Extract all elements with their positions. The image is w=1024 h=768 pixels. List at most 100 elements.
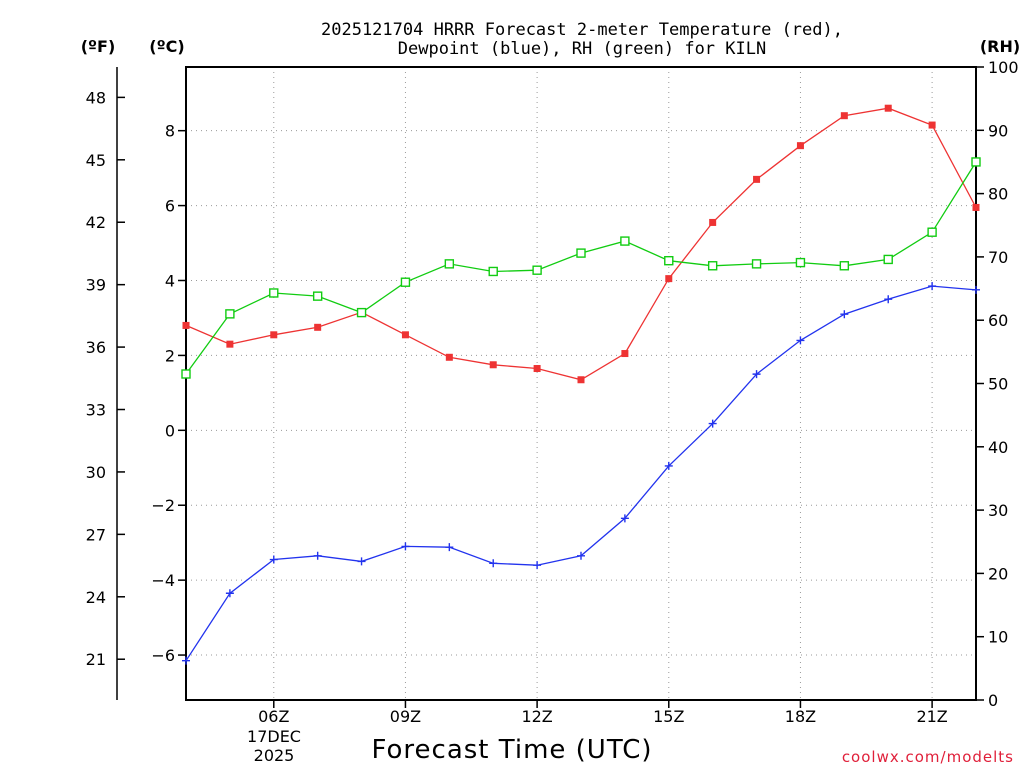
x-tick-label: 18Z — [785, 707, 816, 726]
rh-point — [532, 265, 542, 275]
rh-point — [839, 261, 850, 271]
fahrenheit-tick-label: 39 — [86, 276, 106, 295]
rh-tick-label: 20 — [988, 564, 1008, 583]
data-series — [181, 104, 981, 665]
chart-title-line-1: 2025121704 HRRR Forecast 2-meter Tempera… — [321, 20, 843, 40]
rh-point — [707, 261, 718, 271]
gridlines — [186, 67, 976, 700]
rh-tick-label: 0 — [988, 691, 998, 710]
rh-point — [225, 309, 235, 319]
chart-title-line-2: Dewpoint (blue), RH (green) for KILN — [398, 39, 766, 59]
celsius-tick-label: 2 — [165, 346, 175, 365]
temperature-point — [621, 350, 629, 358]
fahrenheit-tick-label: 33 — [86, 401, 106, 420]
rh-point — [444, 259, 455, 269]
temperature-point — [972, 203, 980, 211]
rh-tick-label: 60 — [988, 311, 1008, 330]
celsius-tick-label: −4 — [151, 571, 175, 590]
rh-point — [312, 291, 323, 301]
fahrenheit-tick-label: 45 — [86, 151, 106, 170]
dewpoint-point — [357, 557, 366, 566]
dewpoint-line — [185, 285, 977, 662]
celsius-tick-label: −2 — [151, 496, 175, 515]
dewpoint-point — [577, 551, 585, 560]
celsius-tick-label: −6 — [151, 646, 175, 665]
fahrenheit-tick-label: 36 — [86, 338, 106, 357]
celsius-tick-label: 0 — [165, 421, 175, 440]
rh-tick-label: 80 — [988, 185, 1008, 204]
temperature-point — [840, 112, 848, 120]
date-label-year: 2025 — [254, 746, 295, 765]
rh-tick-label: 50 — [988, 375, 1008, 394]
temperature-point — [270, 331, 278, 339]
rh-point — [269, 288, 279, 298]
dewpoint-point — [269, 555, 278, 564]
x-axis-label: Forecast Time (UTC) — [371, 735, 652, 765]
rh-point — [400, 277, 411, 287]
dewpoint-point — [840, 310, 849, 319]
rh-tick-label: 70 — [988, 248, 1008, 267]
rh-point — [356, 307, 367, 318]
dewpoint-point — [182, 656, 190, 665]
rh-point — [576, 248, 586, 258]
rh-tick-label: 40 — [988, 438, 1008, 457]
rh-point — [181, 369, 191, 379]
dewpoint-point — [972, 285, 980, 294]
celsius-tick-label: 8 — [165, 122, 175, 141]
dewpoint-point — [708, 419, 717, 428]
rh-tick-label: 10 — [988, 628, 1008, 647]
rh-tick-label: 100 — [988, 58, 1019, 77]
x-tick-label: 15Z — [653, 707, 684, 726]
fahrenheit-tick-label: 30 — [86, 463, 106, 482]
temperature-point — [796, 142, 804, 150]
dewpoint-point — [664, 461, 673, 470]
plot-frame — [185, 66, 977, 701]
dewpoint-point — [225, 589, 234, 598]
x-tick-label: 21Z — [916, 707, 947, 726]
date-label-day: 17DEC — [247, 727, 301, 746]
fahrenheit-tick-label: 24 — [86, 588, 106, 607]
dewpoint-point — [752, 370, 761, 379]
celsius-tick-label: 4 — [165, 271, 175, 290]
rh-tick-label: 30 — [988, 501, 1008, 520]
dewpoint-point — [620, 514, 629, 523]
temperature-point — [182, 321, 190, 329]
rh-point — [620, 236, 630, 246]
rh-point — [927, 227, 937, 237]
rh-point — [664, 255, 674, 266]
celsius-unit-label: (ºC) — [149, 37, 184, 56]
temperature-point — [533, 365, 541, 373]
rh-point — [751, 259, 762, 269]
temperature-point — [753, 175, 761, 183]
rh-line — [185, 161, 977, 375]
temperature-point — [445, 353, 453, 361]
x-tick-label: 09Z — [390, 707, 421, 726]
dewpoint-point — [884, 295, 893, 304]
fahrenheit-unit-label: (ºF) — [81, 37, 116, 56]
fahrenheit-tick-label: 42 — [86, 213, 106, 232]
temperature-point — [884, 104, 892, 112]
temperature-point — [577, 376, 585, 384]
rh-point — [971, 157, 981, 167]
rh-point — [795, 257, 806, 268]
fahrenheit-tick-label: 21 — [86, 650, 106, 669]
dewpoint-point — [928, 282, 937, 291]
dewpoint-point — [796, 336, 805, 345]
temperature-point — [928, 121, 936, 129]
axes: 06Z 09Z 12Z 15Z 18Z 21Z−6−4−20246821242730333… — [86, 58, 1019, 726]
dewpoint-point — [489, 559, 498, 568]
x-tick-label: 06Z — [258, 707, 289, 726]
celsius-tick-label: 6 — [165, 197, 175, 216]
dewpoint-point — [445, 543, 454, 552]
rh-tick-label: 90 — [988, 121, 1008, 140]
rh-point — [883, 254, 893, 265]
temperature-line — [185, 107, 977, 381]
temperature-point — [709, 218, 717, 226]
dewpoint-point — [401, 542, 410, 551]
fahrenheit-tick-label: 27 — [86, 525, 106, 544]
rh-unit-label: (RH) — [980, 37, 1020, 56]
rh-point — [488, 266, 498, 277]
temperature-point — [314, 323, 322, 331]
x-tick-label: 12Z — [521, 707, 552, 726]
